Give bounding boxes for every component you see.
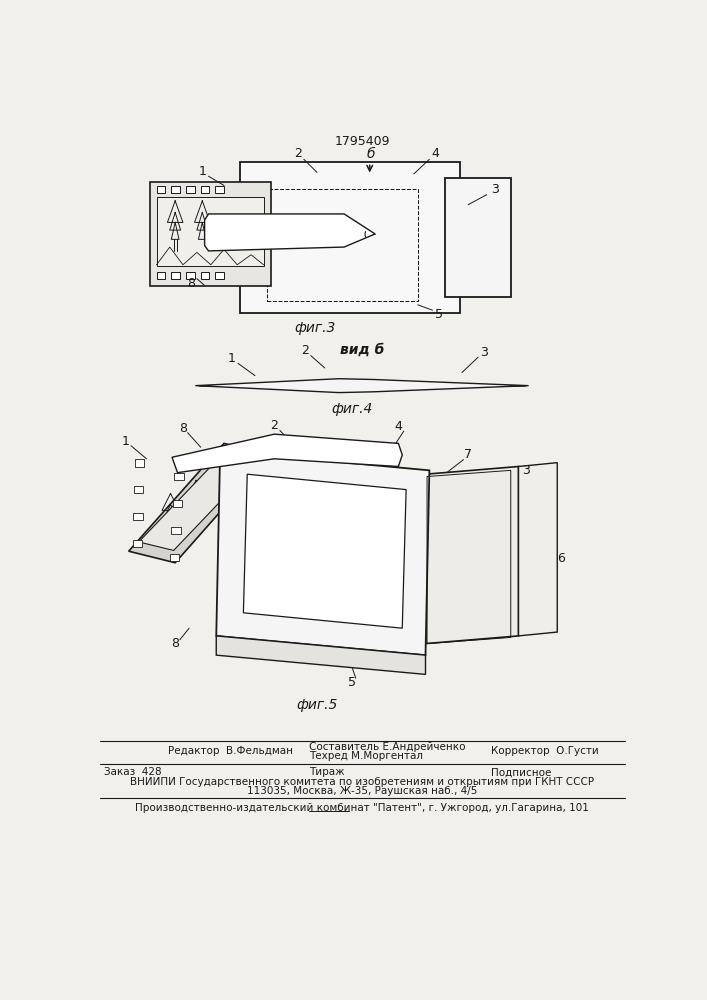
Text: Составитель Е.Андрейченко: Составитель Е.Андрейченко	[309, 742, 466, 752]
Text: Редактор  В.Фельдман: Редактор В.Фельдман	[168, 746, 293, 756]
Text: 3: 3	[491, 183, 499, 196]
Text: фиг.4: фиг.4	[331, 402, 373, 416]
Text: Заказ  428: Заказ 428	[104, 767, 161, 777]
Text: 1: 1	[199, 165, 207, 178]
Bar	[186, 186, 194, 193]
Text: 1: 1	[122, 435, 129, 448]
Bar	[216, 272, 224, 279]
Text: 8: 8	[187, 277, 194, 290]
Polygon shape	[216, 451, 429, 655]
Polygon shape	[170, 554, 179, 561]
Bar	[151, 182, 271, 286]
Text: 5: 5	[436, 308, 443, 321]
Text: ВНИИПИ Государственного комитета по изобретениям и открытиям при ГКНТ СССР: ВНИИПИ Государственного комитета по изоб…	[130, 777, 594, 787]
Text: 8: 8	[171, 637, 179, 650]
Text: 8: 8	[179, 422, 187, 434]
Text: фиг.3: фиг.3	[294, 321, 335, 335]
Bar	[171, 186, 180, 193]
Bar	[216, 186, 224, 193]
Text: Тираж: Тираж	[309, 767, 345, 777]
Text: 1: 1	[228, 352, 235, 365]
Text: 2: 2	[271, 419, 279, 432]
Text: фиг.5: фиг.5	[296, 698, 338, 712]
Text: 2: 2	[301, 344, 310, 358]
Text: 1795409: 1795409	[334, 135, 390, 148]
Polygon shape	[243, 474, 406, 628]
Bar	[171, 272, 180, 279]
Text: 7: 7	[464, 448, 472, 461]
Bar	[240, 162, 460, 312]
Bar	[156, 197, 264, 266]
Polygon shape	[518, 463, 557, 636]
Text: Подписное: Подписное	[491, 767, 551, 777]
Bar	[156, 272, 165, 279]
Polygon shape	[139, 453, 259, 550]
Polygon shape	[175, 473, 184, 480]
Text: Производственно-издательский комбинат "Патент", г. Ужгород, ул.Гагарина, 101: Производственно-издательский комбинат "П…	[135, 803, 589, 813]
Polygon shape	[135, 459, 144, 466]
Text: 5: 5	[348, 676, 356, 689]
Text: Техред М.Моргентал: Техред М.Моргентал	[309, 751, 423, 761]
Polygon shape	[173, 500, 182, 507]
Text: вид б: вид б	[340, 342, 384, 356]
Polygon shape	[172, 434, 402, 473]
Text: 4: 4	[395, 420, 402, 433]
Text: 3: 3	[522, 464, 530, 477]
Text: Корректор  О.Густи: Корректор О.Густи	[491, 746, 599, 756]
Text: б: б	[367, 147, 375, 161]
Polygon shape	[204, 214, 375, 251]
Text: 2: 2	[293, 147, 302, 160]
Polygon shape	[195, 379, 529, 393]
Bar	[267, 189, 418, 301]
Bar	[201, 186, 209, 193]
Text: 113035, Москва, Ж-35, Раушская наб., 4/5: 113035, Москва, Ж-35, Раушская наб., 4/5	[247, 786, 477, 796]
Bar	[186, 272, 194, 279]
Polygon shape	[426, 466, 518, 644]
Bar	[201, 272, 209, 279]
Bar	[156, 186, 165, 193]
Polygon shape	[171, 527, 180, 534]
Text: 4: 4	[432, 147, 440, 160]
Bar	[445, 178, 510, 297]
Text: 6: 6	[557, 552, 565, 565]
Text: 3: 3	[479, 346, 488, 359]
Polygon shape	[129, 443, 271, 563]
Polygon shape	[134, 513, 143, 520]
Polygon shape	[132, 540, 142, 547]
Polygon shape	[216, 636, 426, 674]
Polygon shape	[134, 486, 144, 493]
